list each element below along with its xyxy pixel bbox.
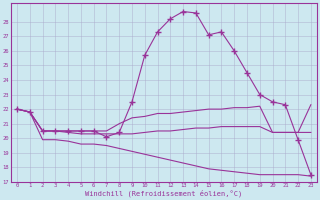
X-axis label: Windchill (Refroidissement éolien,°C): Windchill (Refroidissement éolien,°C) — [85, 190, 243, 197]
